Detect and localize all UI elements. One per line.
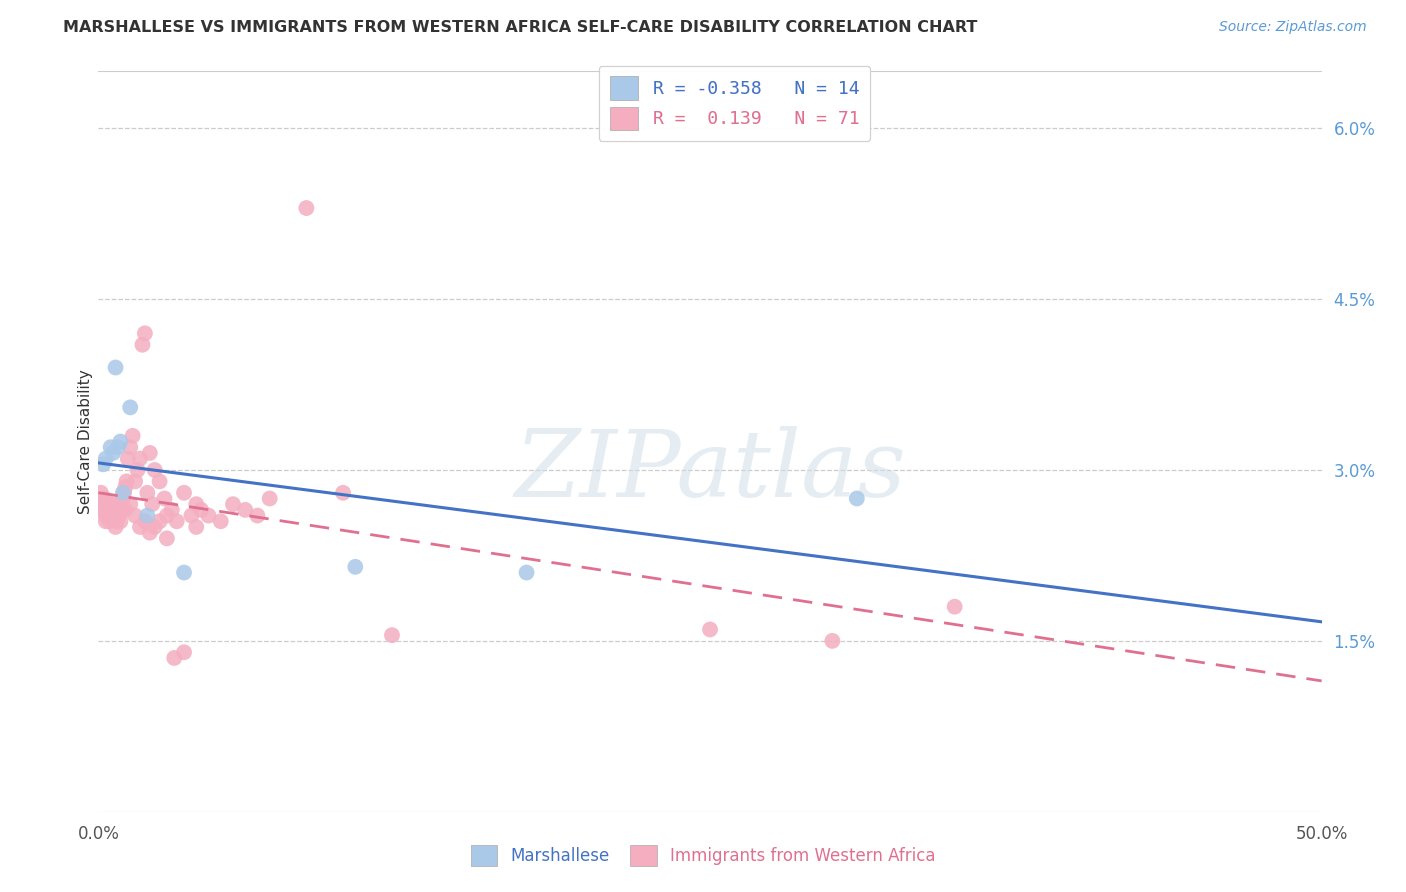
Point [821, 633, 844, 648]
Point [120, 401, 142, 415]
Legend: Marshallese, Immigrants from Western Africa: Marshallese, Immigrants from Western Afr… [464, 838, 942, 873]
Text: MARSHALLESE VS IMMIGRANTS FROM WESTERN AFRICA SELF-CARE DISABILITY CORRELATION C: MARSHALLESE VS IMMIGRANTS FROM WESTERN A… [63, 20, 977, 35]
Text: ZIPatlas: ZIPatlas [515, 426, 905, 516]
Point [149, 475, 172, 489]
Point [121, 429, 143, 443]
Point [173, 485, 195, 500]
Point [124, 475, 146, 489]
Point [173, 645, 195, 659]
Point [153, 491, 176, 506]
Point [114, 480, 136, 494]
Point [163, 651, 186, 665]
Point [98, 514, 121, 528]
Point [110, 497, 132, 511]
Point [120, 440, 142, 454]
Point [295, 201, 318, 215]
Text: Source: ZipAtlas.com: Source: ZipAtlas.com [1219, 20, 1367, 34]
Point [111, 503, 134, 517]
Point [111, 485, 134, 500]
Point [120, 497, 142, 511]
Point [110, 514, 132, 528]
Point [131, 337, 153, 351]
Point [105, 514, 128, 528]
Point [114, 503, 136, 517]
Point [141, 497, 163, 511]
Point [91, 458, 114, 472]
Point [143, 463, 166, 477]
Point [91, 503, 114, 517]
Point [94, 451, 117, 466]
Point [101, 508, 124, 523]
Point [156, 508, 179, 523]
Point [197, 508, 219, 523]
Point [94, 514, 117, 528]
Point [149, 514, 172, 528]
Point [259, 491, 281, 506]
Legend: R = -0.358   N = 14, R =  0.139   N = 71: R = -0.358 N = 14, R = 0.139 N = 71 [599, 66, 870, 141]
Point [134, 326, 156, 341]
Point [233, 503, 256, 517]
Point [93, 491, 115, 506]
Point [107, 440, 129, 454]
Point [108, 508, 131, 523]
Point [104, 508, 127, 523]
Point [139, 446, 162, 460]
Point [91, 497, 114, 511]
Point [136, 485, 159, 500]
Point [110, 434, 132, 449]
Point [97, 503, 120, 517]
Point [332, 485, 354, 500]
Point [90, 485, 112, 500]
Point [156, 532, 179, 546]
Point [111, 491, 134, 506]
Point [186, 520, 208, 534]
Point [134, 514, 156, 528]
Point [107, 503, 129, 517]
Point [209, 514, 232, 528]
Point [943, 599, 966, 614]
Point [180, 508, 202, 523]
Point [104, 520, 127, 534]
Point [94, 508, 117, 523]
Point [100, 497, 122, 511]
Point [699, 623, 721, 637]
Point [190, 503, 212, 517]
Point [129, 520, 152, 534]
Point [186, 497, 208, 511]
Point [112, 485, 135, 500]
Point [381, 628, 404, 642]
Point [115, 475, 138, 489]
Point [104, 360, 127, 375]
Point [136, 508, 159, 523]
Point [103, 503, 125, 517]
Point [143, 520, 166, 534]
Point [96, 497, 118, 511]
Point [127, 463, 149, 477]
Point [222, 497, 245, 511]
Point [160, 503, 183, 517]
Point [166, 514, 188, 528]
Point [100, 440, 122, 454]
Point [101, 446, 124, 460]
Y-axis label: Self-Care Disability: Self-Care Disability [77, 369, 93, 514]
Point [516, 566, 538, 580]
Point [124, 508, 146, 523]
Point [344, 559, 367, 574]
Point [100, 508, 122, 523]
Point [129, 451, 152, 466]
Point [139, 525, 162, 540]
Point [246, 508, 269, 523]
Point [101, 497, 124, 511]
Point [173, 566, 195, 580]
Point [117, 451, 139, 466]
Point [845, 491, 868, 506]
